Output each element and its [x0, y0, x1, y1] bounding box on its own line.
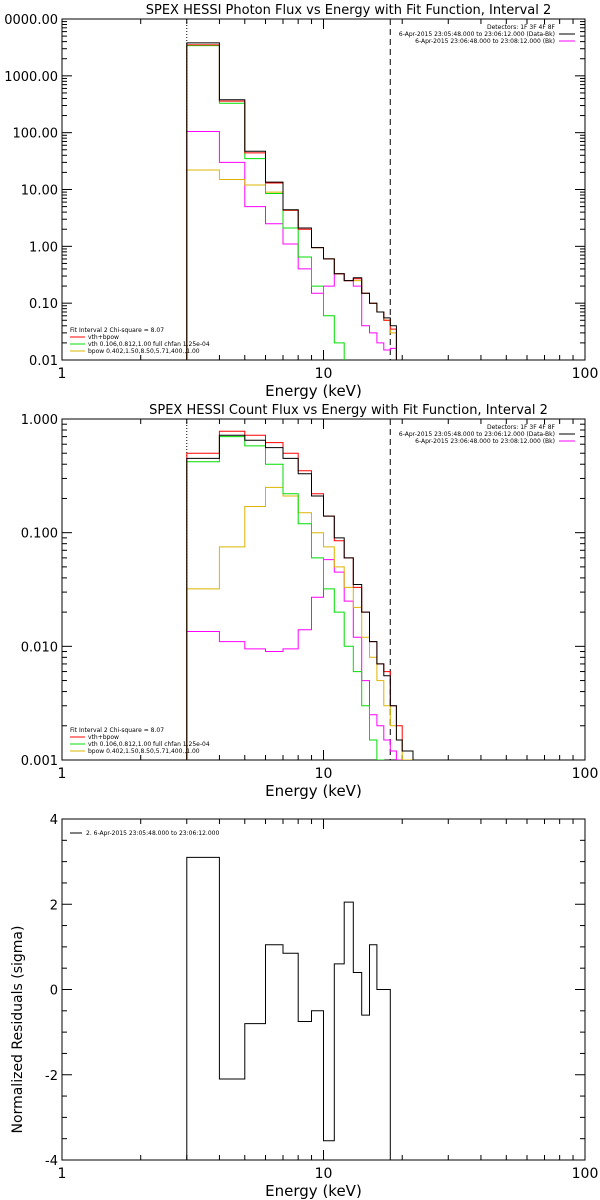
- plot-area: [186, 42, 397, 360]
- y-tick-label: 0.100: [21, 527, 58, 542]
- x-tick-label: 10: [315, 766, 333, 782]
- legend-left-text: Fit Interval 2 Chi-square = 8.07: [70, 727, 164, 734]
- y-tick-label: 0.001: [21, 754, 58, 769]
- series-data-bk: [186, 434, 414, 760]
- legend-left-text: vth 0.106,0.812,1.00 full chfan 1.25e-04: [88, 741, 210, 748]
- x-axis-label: Energy (keV): [265, 782, 362, 800]
- legend-right-text: 6-Apr-2015 23:05:48.000 to 23:06:12.000 …: [399, 31, 555, 38]
- legend-right-text: Detectors: 1F 3F 4F 8F: [487, 24, 556, 31]
- series-data-bk: [186, 42, 397, 360]
- y-tick-label: -2: [45, 1069, 58, 1084]
- legend-right-text: 6-Apr-2015 23:06:48.000 to 23:08:12.000 …: [415, 438, 555, 445]
- y-tick-label: 1000.00: [4, 70, 58, 85]
- x-tick-label: 100: [572, 366, 599, 382]
- chart-title: SPEX HESSI Photon Flux vs Energy with Fi…: [146, 3, 552, 18]
- chart-panel-2: 1 10 100 0.001 0.010 0.100 1.000 SPEX HESSI Cou…: [21, 403, 599, 800]
- x-tick-label: 10: [315, 366, 333, 382]
- chart-title: SPEX HESSI Count Flux vs Energy with Fit…: [149, 403, 548, 418]
- series-vth: [186, 45, 345, 360]
- series-vth: [186, 436, 385, 760]
- legend-right-text: 6-Apr-2015 23:05:48.000 to 23:06:12.000 …: [399, 431, 555, 438]
- y-tick-label: 0.10: [29, 297, 58, 312]
- y-axis-label: Normalized Residuals (sigma): [10, 926, 26, 1134]
- x-tick-label: 1: [58, 366, 67, 382]
- legend-left-text: vth+bpow: [88, 734, 119, 741]
- legend-left-text: vth+bpow: [88, 334, 119, 341]
- y-tick-label: -4: [45, 1154, 58, 1169]
- y-tick-label: 1.000: [21, 413, 58, 428]
- chart-panel-3: 1 10 100 -4 -2 0 2 4 Energy (keV) Normalized Resi…: [10, 813, 598, 1200]
- y-tick-label: 10.00: [21, 184, 58, 199]
- y-tick-label: 0.01: [29, 354, 58, 369]
- y-tick-label: 0: [50, 984, 58, 999]
- y-tick-label: 0000.00: [4, 13, 58, 28]
- x-axis-label: Energy (keV): [265, 1182, 362, 1200]
- y-tick-label: 100.00: [13, 127, 59, 142]
- x-tick-label: 100: [572, 766, 599, 782]
- plot-area: [186, 856, 391, 1160]
- legend-left-text: Fit Interval 2 Chi-square = 8.07: [70, 327, 164, 334]
- series-bk: [186, 131, 397, 360]
- series-vth-bpow: [186, 44, 397, 360]
- x-tick-label: 100: [572, 1166, 599, 1182]
- legend-text: 2. 6-Apr-2015 23:05:48.000 to 23:06:12.0…: [86, 830, 219, 837]
- legend-left-text: vth 0.106,0.812,1.00 full chfan 1.25e-04: [88, 341, 210, 348]
- legend-right-text: Detectors: 1F 3F 4F 8F: [487, 424, 556, 431]
- y-tick-label: 1.00: [29, 240, 58, 255]
- legend-left-text: bpow 0.402,1.50,8.50,5.71,400.,1.00: [88, 748, 200, 755]
- series-residuals: [186, 856, 391, 1160]
- x-axis-label: Energy (keV): [265, 382, 362, 400]
- series-bk: [186, 559, 414, 760]
- y-tick-label: 0.010: [21, 640, 58, 655]
- series-bpow: [186, 169, 397, 360]
- y-tick-label: 2: [50, 898, 58, 913]
- x-tick-label: 1: [58, 1166, 67, 1182]
- x-tick-label: 10: [315, 1166, 333, 1182]
- series-vth-bpow: [186, 430, 414, 760]
- y-tick-label: 4: [50, 813, 58, 828]
- legend-right-text: 6-Apr-2015 23:06:48.000 to 23:08:12.000 …: [415, 38, 555, 45]
- series-bpow: [186, 486, 414, 760]
- chart-panel-1: 1 10 100 0.01 0.10 1.00 10.00 100.00 1000.00 0000…: [4, 3, 598, 400]
- plot-area: [186, 430, 414, 760]
- x-tick-label: 1: [58, 766, 67, 782]
- legend-left-text: bpow 0.402,1.50,8.50,5.71,400.,1.00: [88, 348, 200, 355]
